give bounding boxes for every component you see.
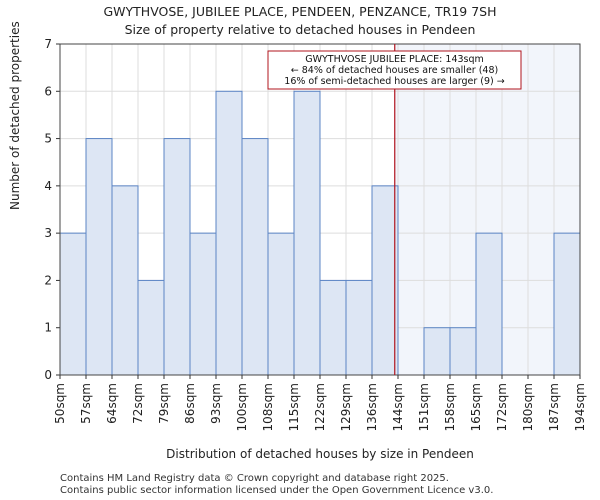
histogram-bar [59,232,87,376]
histogram-bar [553,232,581,376]
histogram-bar [371,185,399,376]
histogram-bar [293,90,321,376]
histogram-bar [85,138,113,376]
x-tick-label: 100sqm [235,383,249,431]
histogram-bar [345,279,373,376]
footer-copyright: Contains HM Land Registry data © Crown c… [60,473,449,484]
y-tick-label: 2 [44,273,52,287]
histogram-bar [215,90,243,376]
y-tick-label: 5 [44,132,52,146]
y-tick-label: 4 [44,179,52,193]
histogram-bar [449,327,477,376]
x-tick-label: 79sqm [157,383,171,424]
y-tick-label: 6 [44,84,52,98]
y-tick-label: 0 [44,368,52,382]
y-axis-label: Number of detached properties [8,21,22,210]
chart-title-line1: GWYTHVOSE, JUBILEE PLACE, PENDEEN, PENZA… [103,4,497,19]
annotation-line-1: GWYTHVOSE JUBILEE PLACE: 143sqm [305,54,484,65]
x-tick-label: 136sqm [365,383,379,431]
x-tick-label: 93sqm [209,383,223,424]
x-tick-label: 158sqm [443,383,457,431]
footer-licence: Contains public sector information licen… [60,485,494,496]
y-tick-label: 3 [44,226,52,240]
x-tick-label: 64sqm [105,383,119,424]
histogram-bar [189,232,217,376]
x-tick-label: 172sqm [495,383,509,431]
x-tick-label: 72sqm [131,383,145,424]
chart-title-line2: Size of property relative to detached ho… [124,22,476,37]
x-tick-label: 187sqm [547,383,561,431]
x-tick-label: 122sqm [313,383,327,431]
histogram-bar [267,232,295,376]
histogram-bar [163,138,191,376]
x-tick-label: 115sqm [287,383,301,431]
histogram-bar [137,279,165,376]
histogram-bar [475,232,503,376]
x-tick-label: 144sqm [391,383,405,431]
annotation-line-3: 16% of semi-detached houses are larger (… [284,76,504,87]
x-tick-label: 151sqm [417,383,431,431]
x-tick-label: 129sqm [339,383,353,431]
histogram-bar [241,138,269,376]
x-tick-label: 57sqm [79,383,93,424]
annotation-line-2: ← 84% of detached houses are smaller (48… [291,65,498,76]
x-tick-label: 165sqm [469,383,483,431]
annotation-box [267,50,522,90]
x-tick-label: 50sqm [53,383,67,424]
x-tick-label: 86sqm [183,383,197,424]
y-tick-label: 7 [44,37,52,51]
x-tick-label: 180sqm [521,383,535,431]
histogram-bar [319,279,347,376]
y-tick-label: 1 [44,321,52,335]
histogram-bar [423,327,451,376]
x-tick-label: 194sqm [573,383,587,431]
x-axis-label: Distribution of detached houses by size … [166,447,474,461]
histogram-bar [111,185,139,376]
x-tick-label: 108sqm [261,383,275,431]
